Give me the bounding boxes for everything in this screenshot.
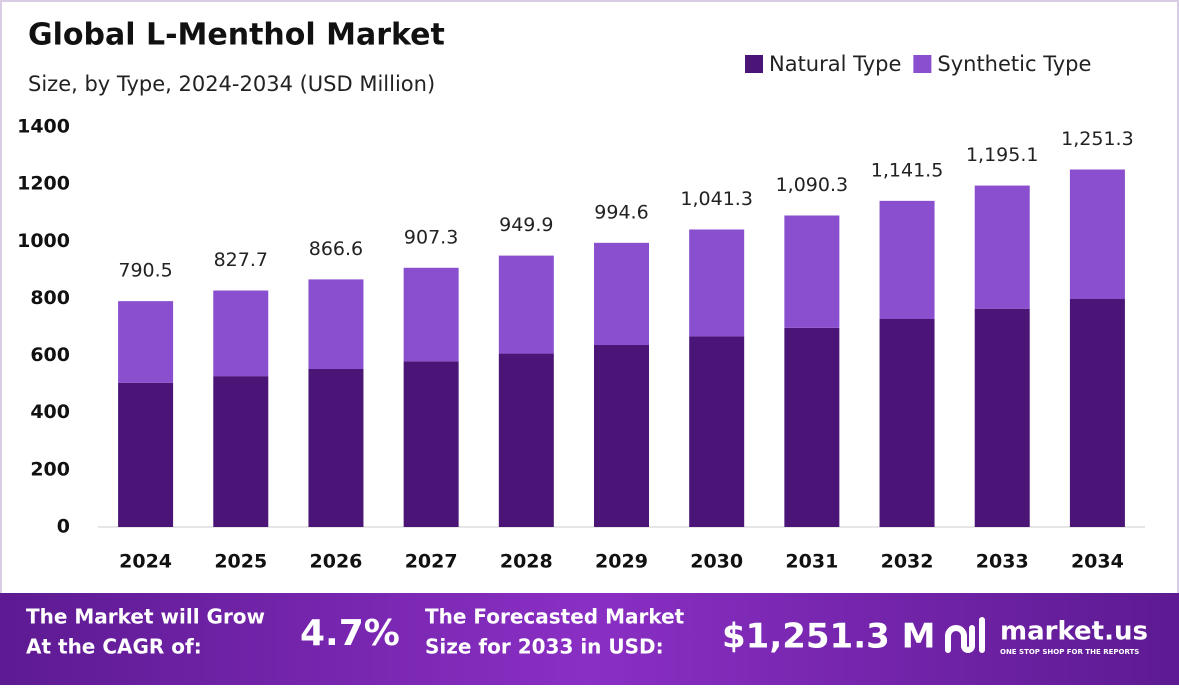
chart-title: Global L-Menthol Market — [28, 18, 445, 53]
bar-segment — [118, 301, 174, 383]
x-tick-label: 2028 — [500, 551, 553, 573]
x-tick-label: 2025 — [214, 551, 267, 573]
forecast-value: $1,251.3 M — [722, 617, 935, 657]
bar-segment — [308, 369, 364, 527]
bar-segment — [498, 255, 554, 354]
legend-label: Synthetic Type — [937, 52, 1091, 76]
total-label: 1,251.3 — [1061, 128, 1134, 150]
brand: market.us — [1000, 617, 1148, 647]
bar-segment — [594, 242, 649, 345]
cagr-value: 4.7% — [300, 613, 400, 654]
bar-segment — [1069, 169, 1125, 299]
y-tick-label: 200 — [30, 458, 70, 480]
x-tick-label: 2031 — [785, 551, 838, 573]
forecast-text: The Forecasted Market — [425, 605, 685, 629]
total-label: 1,141.5 — [871, 159, 944, 181]
y-tick-label: 0 — [57, 516, 70, 538]
x-tick-label: 2030 — [690, 551, 743, 573]
x-tick-label: 2034 — [1071, 551, 1124, 573]
y-tick-label: 800 — [30, 287, 70, 309]
total-label: 1,195.1 — [966, 144, 1039, 166]
forecast-text: Size for 2033 in USD: — [425, 635, 664, 659]
total-label: 994.6 — [594, 201, 648, 223]
bar-segment — [974, 308, 1030, 527]
legend-label: Natural Type — [769, 52, 901, 76]
bar-segment — [879, 200, 935, 319]
brand-logo — [945, 617, 985, 653]
total-label: 1,090.3 — [776, 174, 849, 196]
bar-segment — [974, 185, 1030, 309]
total-label: 790.5 — [118, 260, 172, 282]
bar-segment — [213, 376, 269, 527]
chart-subtitle: Size, by Type, 2024-2034 (USD Million) — [28, 72, 435, 96]
brand-tagline: ONE STOP SHOP FOR THE REPORTS — [1000, 648, 1139, 656]
bar-segment — [403, 267, 459, 362]
y-tick-label: 1000 — [17, 230, 70, 252]
y-tick-label: 400 — [30, 401, 70, 423]
x-tick-label: 2029 — [595, 551, 648, 573]
y-tick-label: 1200 — [17, 173, 70, 195]
x-tick-label: 2032 — [881, 551, 934, 573]
bar-segment — [308, 279, 364, 369]
cagr-text: The Market will Grow — [26, 605, 265, 629]
total-label: 949.9 — [499, 214, 553, 236]
y-tick-label: 1400 — [17, 116, 70, 138]
bar-segment — [498, 353, 554, 527]
x-tick-label: 2026 — [310, 551, 363, 573]
x-tick-label: 2024 — [119, 551, 172, 573]
bar-segment — [879, 319, 935, 527]
cagr-text: At the CAGR of: — [26, 635, 202, 659]
y-tick-label: 600 — [30, 344, 70, 366]
total-label: 907.3 — [404, 226, 458, 248]
legend-swatch — [745, 55, 763, 73]
bar-segment — [213, 290, 269, 377]
bar-segment — [784, 327, 840, 527]
bar-segment — [689, 229, 745, 337]
bar-segment — [689, 336, 745, 527]
bar-segment — [594, 345, 649, 527]
legend-swatch — [913, 55, 932, 73]
bar-segment — [403, 361, 459, 527]
x-tick-label: 2033 — [976, 551, 1029, 573]
x-tick-label: 2027 — [405, 551, 458, 573]
total-label: 1,041.3 — [680, 188, 753, 210]
footer: The Market will Grow At the CAGR of: 4.7… — [26, 605, 1148, 659]
bar-segment — [784, 215, 840, 328]
total-label: 866.6 — [309, 238, 363, 260]
bar-segment — [118, 382, 174, 527]
bar-segment — [1069, 299, 1125, 527]
total-label: 827.7 — [214, 249, 268, 271]
